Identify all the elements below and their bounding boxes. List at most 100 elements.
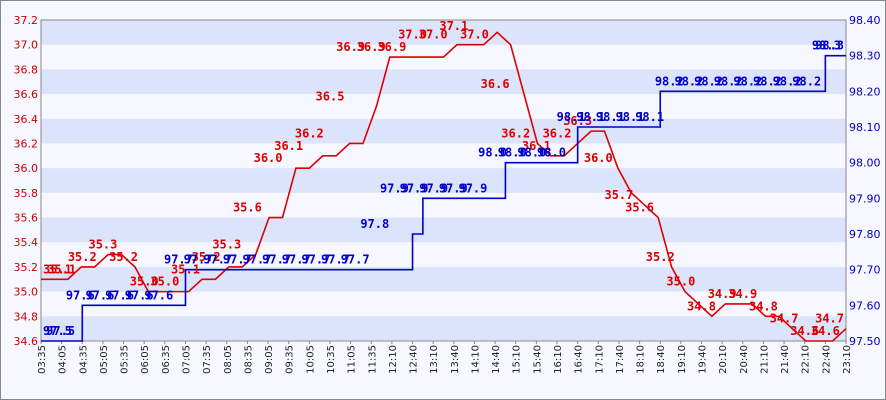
x-tick-label: 08:35 [243, 345, 254, 374]
data-label-left: 34.6 [811, 324, 840, 338]
y-tick-label-left: 36.4 [14, 113, 39, 126]
data-label-left: 35.1 [47, 262, 76, 276]
data-label-right: 97.7 [321, 253, 350, 267]
data-label-left: 35.6 [233, 201, 262, 215]
x-tick-label: 13:10 [429, 345, 440, 374]
y-tick-label-right: 97.60 [849, 299, 881, 312]
data-label-right: 98.2 [773, 74, 802, 88]
data-label-left: 34.8 [749, 299, 778, 313]
y-tick-label-right: 98.20 [849, 85, 881, 98]
x-tick-label: 19:10 [677, 345, 688, 374]
y-tick-label-left: 35.8 [14, 187, 39, 200]
data-label-left: 34.8 [687, 299, 716, 313]
data-label-left: 34.7 [815, 312, 844, 326]
data-label-right: 98.1 [616, 110, 645, 124]
data-label-right: 97.9 [400, 181, 429, 195]
data-label-right: 98.1 [596, 110, 625, 124]
data-label-left: 37.0 [419, 28, 448, 42]
data-label-left: 34.6 [790, 324, 819, 338]
data-label-left: 36.1 [274, 139, 303, 153]
data-label-left: 35.3 [88, 238, 117, 252]
data-label-right: 98.1 [576, 110, 605, 124]
x-tick-label: 04:05 [58, 345, 69, 374]
data-label-right: 97.6 [105, 288, 134, 302]
x-tick-label: 04:35 [78, 345, 89, 374]
data-label-right: 97.7 [262, 253, 291, 267]
data-label-right: 98.2 [753, 74, 782, 88]
data-label-right: 98.2 [694, 74, 723, 88]
data-label-left: 35.0 [130, 275, 159, 289]
data-label-right: 97.7 [282, 253, 311, 267]
y-tick-label-right: 98.00 [849, 157, 881, 170]
data-label-left: 35.1 [43, 262, 72, 276]
data-label-left: 36.6 [481, 77, 510, 91]
data-label-right: 98.2 [792, 74, 821, 88]
data-label-right: 97.9 [439, 181, 468, 195]
x-tick-label: 20:40 [739, 345, 750, 374]
data-labels-left: 35.135.135.235.335.235.035.035.135.235.3… [43, 19, 844, 338]
data-label-right: 97.7 [223, 253, 252, 267]
y-tick-label-right: 97.70 [849, 264, 881, 277]
data-label-right: 98.3 [812, 39, 841, 53]
x-tick-label: 09:35 [285, 345, 296, 374]
x-tick-label: 07:05 [181, 345, 192, 374]
y-tick-label-right: 98.40 [849, 14, 881, 27]
x-tick-label: 15:40 [532, 345, 543, 374]
y-tick-label-left: 36.8 [14, 63, 39, 76]
data-label-right: 97.6 [125, 288, 154, 302]
x-tick-label: 17:10 [594, 345, 605, 374]
x-tick-label: 12:10 [388, 345, 399, 374]
data-label-left: 34.9 [728, 287, 757, 301]
data-label-left: 35.6 [625, 201, 654, 215]
data-label-right: 97.8 [360, 217, 389, 231]
data-label-left: 36.0 [584, 151, 613, 165]
x-tick-label: 18:40 [656, 345, 667, 374]
x-tick-label: 18:10 [636, 345, 647, 374]
x-tick-label: 10:35 [326, 345, 337, 374]
data-label-left: 36.2 [543, 126, 572, 140]
data-label-right: 97.6 [66, 288, 95, 302]
data-label-right: 97.7 [184, 253, 213, 267]
data-label-left: 35.0 [150, 275, 179, 289]
x-axis: 03:35 04:05 04:35 05:05 05:35 06:05 06:35 07:05… [37, 341, 853, 374]
data-label-right: 97.7 [341, 253, 370, 267]
x-tick-label: 14:40 [491, 345, 502, 374]
x-tick-label: 03:35 [37, 345, 48, 374]
data-label-right: 98.0 [517, 146, 546, 160]
data-label-right: 97.5 [43, 324, 72, 338]
y-tick-label-left: 37.0 [14, 39, 39, 52]
data-label-left: 36.5 [316, 89, 345, 103]
x-tick-label: 08:05 [223, 345, 234, 374]
y-tick-label-left: 35.0 [14, 286, 39, 299]
x-tick-label: 17:40 [615, 345, 626, 374]
data-label-right: 98.0 [498, 146, 527, 160]
y-tick-label-right: 97.50 [849, 335, 881, 348]
plot-area-border [40, 19, 847, 342]
grid-band [41, 168, 846, 193]
data-label-right: 97.9 [380, 181, 409, 195]
x-tick-label: 05:35 [120, 345, 131, 374]
data-label-left: 36.9 [377, 40, 406, 54]
data-label-right: 97.7 [164, 253, 193, 267]
grid-band [41, 20, 846, 45]
y-tick-label-right: 97.90 [849, 192, 881, 205]
x-tick-label: 22:10 [801, 345, 812, 374]
data-label-left: 36.0 [254, 151, 283, 165]
x-tick-label: 09:05 [264, 345, 275, 374]
data-label-right: 98.2 [714, 74, 743, 88]
data-label-right: 97.7 [243, 253, 272, 267]
grid-band [41, 266, 846, 292]
data-label-left: 36.9 [336, 40, 365, 54]
y-axis-left: 34.6 34.8 35.0 35.2 35.4 35.6 35.8 36.0 36.2 36.4… [14, 14, 39, 348]
y-tick-label-left: 36.0 [14, 162, 39, 175]
y-tick-label-right: 97.80 [849, 228, 881, 241]
y-tick-label-left: 35.2 [14, 261, 39, 274]
data-label-right: 98.2 [674, 74, 703, 88]
grid-band [41, 118, 846, 144]
data-label-left: 36.2 [501, 126, 530, 140]
data-label-right: 97.7 [301, 253, 330, 267]
data-label-right: 97.9 [458, 181, 487, 195]
y-tick-label-left: 36.2 [14, 137, 39, 150]
y-tick-label-right: 98.10 [849, 121, 881, 134]
grid-bands [41, 20, 846, 341]
